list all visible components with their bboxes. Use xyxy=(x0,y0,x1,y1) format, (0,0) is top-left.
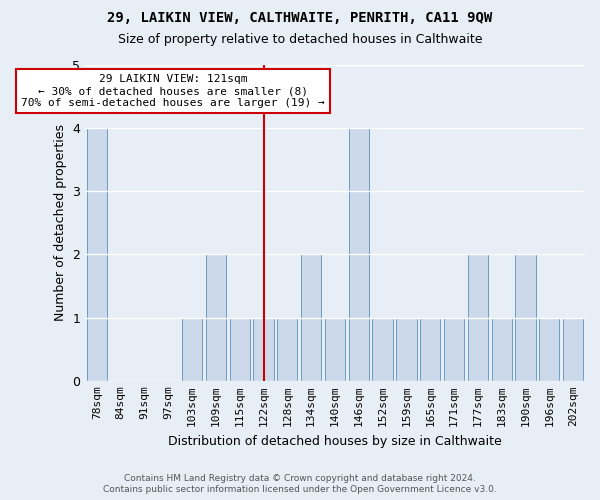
Bar xyxy=(563,318,583,381)
Bar xyxy=(468,254,488,381)
Text: Size of property relative to detached houses in Calthwaite: Size of property relative to detached ho… xyxy=(118,32,482,46)
Bar xyxy=(396,318,416,381)
Bar xyxy=(491,318,512,381)
Bar xyxy=(277,318,298,381)
Bar xyxy=(325,318,345,381)
Text: 29, LAIKIN VIEW, CALTHWAITE, PENRITH, CA11 9QW: 29, LAIKIN VIEW, CALTHWAITE, PENRITH, CA… xyxy=(107,12,493,26)
Bar xyxy=(539,318,559,381)
Bar xyxy=(87,128,107,381)
Bar xyxy=(253,318,274,381)
Bar xyxy=(230,318,250,381)
Bar xyxy=(373,318,393,381)
Bar xyxy=(420,318,440,381)
Bar xyxy=(301,254,321,381)
Bar xyxy=(206,254,226,381)
Text: Contains HM Land Registry data © Crown copyright and database right 2024.
Contai: Contains HM Land Registry data © Crown c… xyxy=(103,474,497,494)
X-axis label: Distribution of detached houses by size in Calthwaite: Distribution of detached houses by size … xyxy=(168,434,502,448)
Bar xyxy=(349,128,369,381)
Text: 29 LAIKIN VIEW: 121sqm
← 30% of detached houses are smaller (8)
70% of semi-deta: 29 LAIKIN VIEW: 121sqm ← 30% of detached… xyxy=(21,74,325,108)
Bar xyxy=(515,254,536,381)
Bar xyxy=(444,318,464,381)
Bar xyxy=(182,318,202,381)
Y-axis label: Number of detached properties: Number of detached properties xyxy=(53,124,67,322)
